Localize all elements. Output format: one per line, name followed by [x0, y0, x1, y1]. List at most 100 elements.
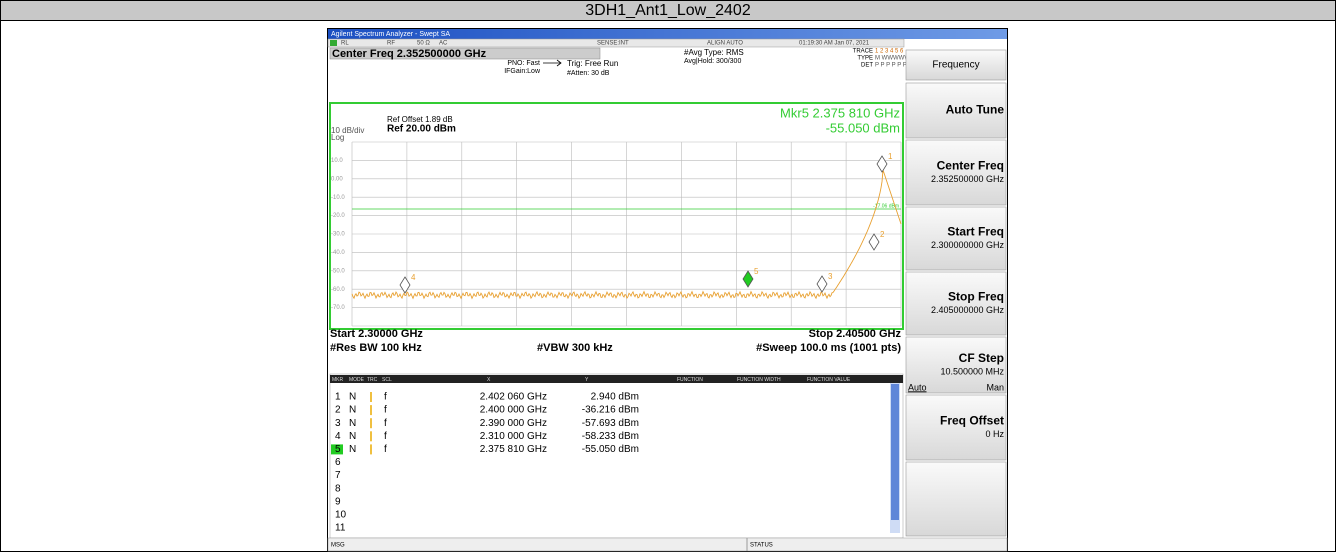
softkey-option[interactable]: Auto [908, 382, 927, 392]
table-cell: 2.402 060 GHz [480, 392, 547, 403]
det-label: DET [861, 63, 873, 69]
stop-freq: Stop 2.40500 GHz [809, 328, 902, 340]
table-cell: 5 [335, 444, 341, 455]
y-label: -30.0 [331, 232, 345, 238]
table-cell: 2.400 000 GHz [480, 405, 547, 416]
softkey[interactable] [905, 82, 1007, 139]
table-cell: 9 [335, 496, 341, 507]
table-header-cell: X [487, 377, 491, 383]
trace-indicator [370, 431, 372, 442]
table-cell: 2 [335, 405, 341, 416]
marker-table [329, 373, 904, 539]
marker-label: 2 [880, 230, 885, 239]
softkey-label[interactable]: Auto Tune [946, 103, 1005, 117]
table-header-cell: FUNCTION [677, 377, 703, 383]
y-label: -70.0 [331, 305, 345, 311]
table-header-cell: FUNCTION WIDTH [737, 377, 781, 383]
softkey-value: 2.352500000 GHz [931, 174, 1005, 184]
softkey-label[interactable]: Freq Offset [940, 414, 1004, 428]
softkey-value: 0 Hz [985, 429, 1004, 439]
status-items: RL RF 50 Ω AC SENSE:INT ALIGN AUTO 01:19:30 AM… [341, 41, 870, 47]
softkey-label: Frequency [932, 60, 979, 71]
softkey-option[interactable]: Man [986, 382, 1004, 392]
table-cell: N [349, 444, 356, 455]
table-header-cell: TRC [367, 377, 378, 383]
selected-row [331, 444, 343, 455]
table-cell: N [349, 392, 356, 403]
table-cell: 7 [335, 470, 341, 481]
y-label: 0.00 [331, 176, 343, 182]
ref-offset: Ref Offset 1.89 dB [387, 115, 453, 124]
trace-nums: 1 2 3 4 5 6 [875, 49, 904, 55]
marker-diamond [742, 270, 754, 288]
table-cell: 2.310 000 GHz [480, 431, 547, 442]
softkey[interactable] [905, 394, 1007, 461]
table-cell: -57.693 dBm [582, 418, 639, 429]
softkey[interactable] [905, 206, 1007, 271]
marker-label: 5 [754, 267, 759, 276]
start-freq: Start 2.30000 GHz [330, 328, 423, 340]
ref-level: Ref 20.00 dBm [387, 124, 456, 135]
trace [351, 169, 902, 300]
softkey [905, 49, 1007, 81]
trace-indicator [370, 405, 372, 416]
softkey[interactable] [905, 271, 1007, 336]
log: Log [331, 133, 344, 142]
table-cell: N [349, 405, 356, 416]
sweep: #Sweep 100.0 ms (1001 pts) [756, 342, 901, 354]
trace-indicator [370, 392, 372, 402]
marker-value: -55.050 dBm [826, 120, 900, 135]
table-cell: 10 [335, 510, 347, 521]
table-cell: -36.216 dBm [582, 405, 639, 416]
softkey[interactable] [905, 336, 1007, 394]
softkeys: Frequency Auto Tune Center Freq2.352500000… [905, 49, 1007, 537]
table-cell: 8 [335, 483, 341, 494]
softkey-value: 2.300000000 GHz [931, 240, 1005, 250]
plot-frame [329, 102, 904, 330]
table-cell: f [384, 418, 387, 429]
msg: MSG [331, 543, 345, 549]
marker-diamond [876, 155, 888, 173]
table-cell: 2.390 000 GHz [480, 418, 547, 429]
center-freq: Center Freq 2.352500000 GHz [332, 48, 487, 60]
softkey-label[interactable]: Center Freq [937, 159, 1004, 173]
title-text: Agilent Spectrum Analyzer - Swept SA [331, 31, 450, 38]
analyzer-screen: Agilent Spectrum Analyzer - Swept SA RL R… [327, 28, 1008, 552]
avg-hold: Avg|Hold: 300/300 [684, 58, 741, 65]
table-cell: f [384, 405, 387, 416]
y-label: 10.0 [331, 158, 343, 164]
status-item: RL [341, 41, 349, 47]
softkey-value: 10.500000 MHz [940, 366, 1004, 376]
status: STATUS [750, 543, 773, 549]
softkey-label[interactable]: Stop Freq [948, 290, 1004, 304]
marker-label: 4 [411, 273, 416, 282]
scrollbar-thumb [891, 384, 899, 520]
table-header-cell: FUNCTION VALUE [807, 377, 851, 383]
table-header-cell: Y [585, 377, 589, 383]
table-cell: 1 [335, 392, 341, 403]
softkey-label[interactable]: CF Step [959, 351, 1004, 365]
status-item: 01:19:30 AM Jan 07, 2021 [799, 41, 870, 47]
softkey-label[interactable]: Start Freq [947, 225, 1004, 239]
table-cell: f [384, 431, 387, 442]
table-header-cell: SCL [382, 377, 392, 383]
display-line-label: -17.06 dBm [873, 203, 899, 209]
status-item: ALIGN AUTO [707, 41, 743, 47]
softkey[interactable] [905, 139, 1007, 206]
y-label: -60.0 [331, 287, 345, 293]
y-label: -20.0 [331, 213, 345, 219]
y-label: -10.0 [331, 195, 345, 201]
table-cell: 4 [335, 431, 341, 442]
status-row [327, 38, 905, 48]
table-cell: 11 [335, 523, 346, 534]
header-title: 3DH1_Ant1_Low_2402 [0, 0, 1336, 21]
trace-indicator [370, 444, 372, 455]
table-cell: f [384, 392, 387, 403]
trace-indicator [370, 418, 372, 429]
title-bar [328, 29, 1007, 39]
atten: #Atten: 30 dB [567, 70, 610, 77]
marker-label: 3 [828, 272, 833, 281]
marker-diamond [816, 275, 828, 293]
table-body: MKR MODE TRC SCL X Y FUNCTION FUNCTION WIDTH FUN… [331, 377, 851, 534]
